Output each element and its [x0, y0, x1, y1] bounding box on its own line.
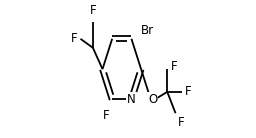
Text: F: F	[70, 32, 77, 45]
Text: F: F	[103, 109, 109, 122]
Text: N: N	[127, 93, 136, 106]
Text: F: F	[171, 60, 177, 73]
Text: F: F	[185, 85, 192, 98]
Text: F: F	[90, 4, 96, 17]
Text: F: F	[178, 116, 185, 129]
Text: O: O	[148, 93, 157, 106]
Text: Br: Br	[141, 24, 154, 37]
